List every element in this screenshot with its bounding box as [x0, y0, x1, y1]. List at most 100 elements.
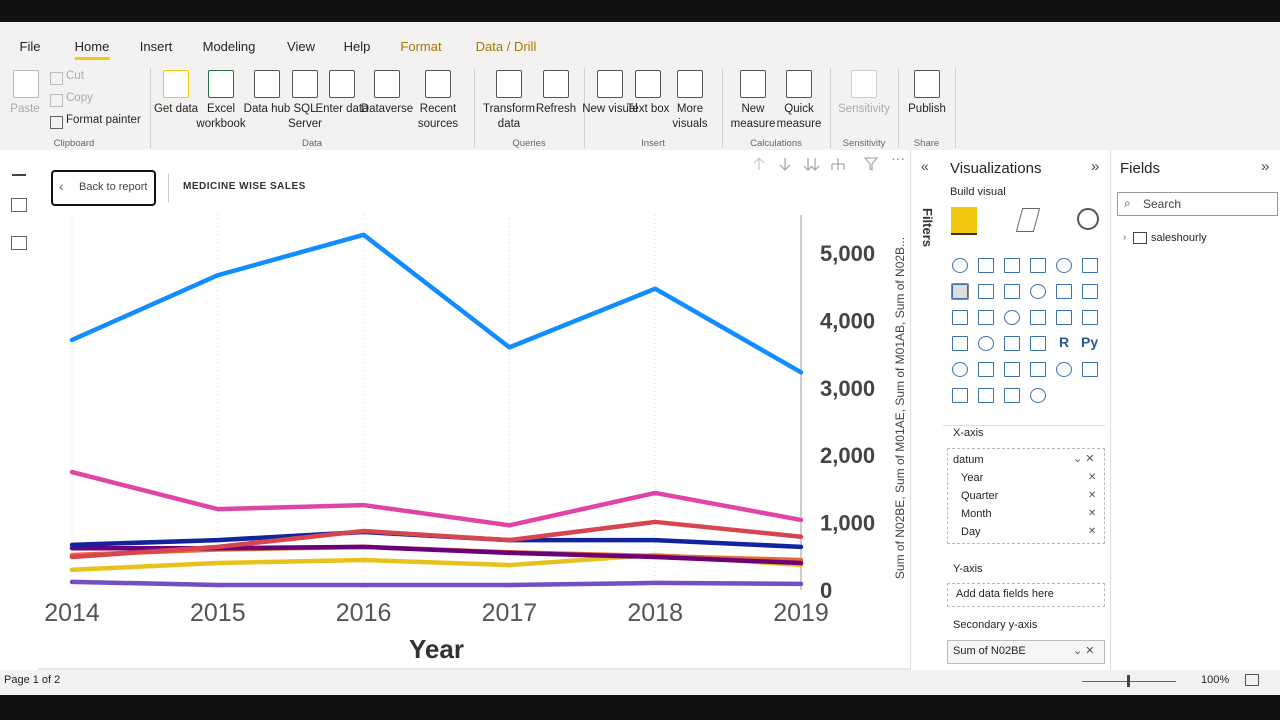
ribbon-small-button[interactable]: Copy [66, 92, 93, 104]
ribbon-button[interactable]: New measure [730, 103, 776, 130]
secondary-well [947, 640, 1105, 664]
viz-type-icon[interactable] [1004, 362, 1020, 377]
viz-type-icon[interactable] [1056, 258, 1072, 273]
viz-type-icon[interactable] [1004, 310, 1020, 325]
viz-type-icon[interactable] [1030, 362, 1046, 377]
model-view-icon[interactable] [11, 236, 27, 250]
viz-type-icon[interactable] [1030, 388, 1046, 403]
ribbon-tab[interactable]: Help [343, 39, 371, 54]
viz-type-icon[interactable] [978, 310, 994, 325]
zoom-thumb[interactable] [1127, 675, 1130, 687]
y-tick-label: 1,000 [820, 511, 875, 536]
small-icon [50, 72, 63, 85]
ribbon-small-button[interactable]: Cut [66, 70, 84, 82]
ribbon-button[interactable]: Refresh [535, 103, 577, 115]
viz-type-icon[interactable] [1056, 284, 1072, 299]
remove-icon[interactable]: ✕ [1088, 490, 1097, 501]
analytics-tab[interactable] [1077, 208, 1099, 230]
ribbon-button[interactable]: Quick measure [776, 103, 822, 130]
chevron[interactable]: ⌄ ✕ [1073, 453, 1095, 465]
ribbon-button[interactable]: Get data [153, 103, 199, 115]
fit-page-icon[interactable] [1245, 674, 1259, 686]
remove-icon[interactable]: ✕ [1088, 508, 1097, 519]
viz-type-icon[interactable] [1004, 388, 1020, 403]
viz-type-icon[interactable] [978, 388, 994, 403]
viz-type-icon[interactable] [1004, 284, 1020, 299]
viz-type-icon[interactable] [978, 258, 994, 273]
hierarchy-level[interactable]: Day [961, 526, 981, 538]
ribbon-button[interactable]: Transform data [483, 103, 535, 130]
placeholder[interactable]: Add data fields here [956, 588, 1054, 600]
viz-type-icon[interactable] [952, 388, 968, 403]
viz-type-icon[interactable] [978, 336, 994, 351]
search-box[interactable]: ⌕ Search [1117, 192, 1278, 216]
ribbon-button[interactable]: Publish [908, 103, 946, 115]
viz-type-icon[interactable] [952, 310, 968, 325]
ribbon-tab[interactable]: Insert [139, 39, 173, 54]
x-axis-well [947, 448, 1105, 544]
ribbon-button[interactable]: Enter data [315, 103, 369, 115]
viz-type-icon[interactable] [978, 362, 994, 377]
chevron[interactable]: ⌄ ✕ [1073, 645, 1095, 657]
collapse-icon[interactable]: « [921, 158, 929, 174]
viz-type-icon[interactable] [1030, 284, 1046, 299]
table-view-icon[interactable] [11, 198, 27, 212]
expand-chevron[interactable]: › [1123, 232, 1127, 243]
viz-type-icon[interactable] [1030, 310, 1046, 325]
format-tab[interactable] [1015, 208, 1041, 232]
viz-type-icon[interactable] [1082, 258, 1098, 273]
viz-type-icon[interactable] [978, 284, 994, 299]
ribbon-button[interactable]: Text box [626, 103, 670, 115]
ribbon-button[interactable]: Sensitivity [838, 103, 890, 115]
ribbon-button[interactable]: Data hub [243, 103, 291, 115]
viz-type-icon[interactable] [1056, 310, 1072, 325]
viz-type-icon[interactable]: Py [1081, 334, 1099, 350]
ribbon-button[interactable]: More visuals [672, 103, 708, 130]
ribbon-button[interactable]: Dataverse [360, 103, 414, 115]
table-name[interactable]: saleshourly [1151, 232, 1207, 244]
button-icon [786, 70, 812, 98]
remove-icon[interactable]: ✕ [1088, 472, 1097, 483]
back-button[interactable]: Back to report ‹ [51, 170, 156, 206]
ribbon-tab[interactable]: Home [74, 39, 110, 60]
report-canvas: Back to report ‹ MEDICINE WISE SALES ···… [38, 150, 910, 668]
viz-type-icon[interactable] [1082, 310, 1098, 325]
field-name[interactable]: datum [953, 454, 984, 466]
viz-type-icon[interactable] [1030, 258, 1046, 273]
hierarchy-level[interactable]: Month [961, 508, 992, 520]
viz-type-icon[interactable] [1056, 362, 1072, 377]
ribbon-tab[interactable]: Data / Drill [475, 39, 537, 54]
button-icon [914, 70, 940, 98]
viz-type-icon[interactable] [952, 336, 968, 351]
viz-type-icon[interactable] [952, 258, 968, 273]
ribbon-button[interactable]: New visual [582, 103, 638, 115]
filters-label[interactable]: Filters [920, 208, 935, 248]
viz-type-icon[interactable] [951, 283, 969, 300]
viz-type-icon[interactable]: R [1059, 334, 1070, 350]
more-options[interactable]: ··· [891, 150, 905, 166]
viz-type-icon[interactable] [1004, 336, 1020, 351]
ribbon-button[interactable]: Paste [10, 103, 40, 115]
viz-type-icon[interactable] [1082, 362, 1098, 377]
ribbon-tab[interactable]: File [19, 39, 41, 54]
ribbon-tab[interactable]: Format [400, 39, 442, 54]
hierarchy-level[interactable]: Quarter [961, 490, 999, 502]
build-visual-tab[interactable] [951, 207, 977, 235]
field-name[interactable]: Sum of N02BE [953, 645, 1026, 657]
ribbon-button[interactable]: Excel workbook [196, 103, 246, 130]
ribbon-tab[interactable]: Modeling [202, 39, 256, 54]
remove-icon[interactable]: ✕ [1088, 526, 1097, 537]
expand-icon[interactable]: » [1261, 158, 1270, 175]
ribbon-tab[interactable]: View [287, 39, 315, 54]
viz-type-icon[interactable] [952, 362, 968, 377]
ribbon-button[interactable]: Recent sources [417, 103, 459, 130]
hierarchy-level[interactable]: Year [961, 472, 984, 484]
viz-type-icon[interactable] [1004, 258, 1020, 273]
report-view-icon[interactable] [12, 162, 26, 176]
expand-icon[interactable]: » [1091, 158, 1100, 175]
ribbon-small-button[interactable]: Format painter [66, 114, 141, 126]
button-icon [329, 70, 355, 98]
viz-type-icon[interactable] [1082, 284, 1098, 299]
ribbon-button[interactable]: SQL Server [288, 103, 322, 130]
viz-type-icon[interactable] [1030, 336, 1046, 351]
